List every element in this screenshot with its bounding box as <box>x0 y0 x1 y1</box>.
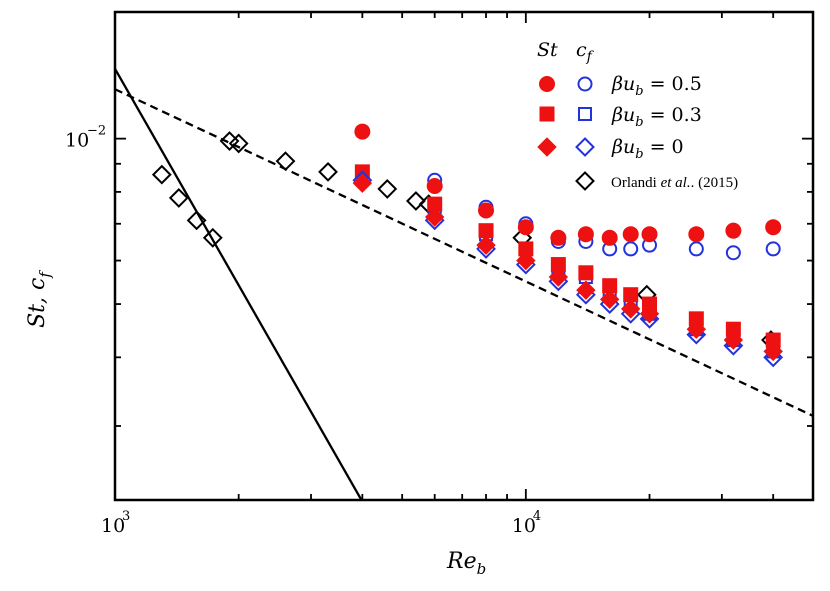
legend-entry-symbol: βu <box>611 136 635 158</box>
legend-entry-beta-0.3: βub = 0.3 <box>611 104 702 130</box>
series-diamond-filled <box>352 173 783 362</box>
data-point <box>354 123 371 140</box>
y-axis-label: St, cf <box>25 270 54 328</box>
solid-fit-line <box>115 68 363 500</box>
x-tick-label-exponent: 3 <box>122 509 130 524</box>
legend-header-st: St <box>537 39 558 61</box>
dashed-fit-line <box>115 88 813 417</box>
legend-entry-beta-0: βub = 0 <box>611 136 684 162</box>
plot-frame <box>113 10 815 502</box>
legend-entry-beta-0.5: βub = 0.5 <box>611 73 702 99</box>
legend-header-cf: cf <box>576 39 595 65</box>
legend-entry-orlandi: Orlandi et al.. (2015) <box>611 175 738 191</box>
x-axis-label-base: Re <box>446 549 477 574</box>
data-point <box>578 265 594 281</box>
legend-marker-st <box>537 137 557 157</box>
data-point <box>599 289 620 310</box>
series-circle-open <box>354 124 781 261</box>
series-circle-filled <box>354 123 782 246</box>
data-point <box>623 241 639 257</box>
data-point <box>228 133 249 154</box>
data-point <box>426 178 443 195</box>
legend-marker-st <box>539 76 555 92</box>
y-axis-label-sub: f <box>36 270 54 279</box>
data-point <box>202 227 223 248</box>
data-point <box>641 226 658 243</box>
legend-marker-cf <box>578 107 592 121</box>
series-diamond-open <box>352 170 784 368</box>
plot-area <box>115 68 813 500</box>
legend-entry-value: = 0.5 <box>644 73 702 95</box>
data-point <box>476 235 496 255</box>
data-point <box>686 319 707 339</box>
series-square-filled <box>354 164 781 348</box>
data-point <box>405 191 426 211</box>
series-diamond-open <box>151 131 781 350</box>
data-point <box>725 245 741 261</box>
data-point <box>168 188 189 208</box>
data-point <box>318 161 338 182</box>
legend-marker-orlandi <box>575 171 595 191</box>
data-point <box>550 229 567 246</box>
legend: St cf βub = 0.5 βub = 0.3 βub = 0 Orland… <box>537 39 738 191</box>
x-axis-label: Reb <box>446 549 486 578</box>
data-point <box>622 226 639 243</box>
data-point <box>765 219 782 236</box>
y-axis-label-base: St, c <box>25 278 50 328</box>
data-point <box>517 219 534 236</box>
data-point <box>151 164 172 185</box>
x-axis-label-sub: b <box>477 560 487 578</box>
data-point <box>577 226 594 243</box>
legend-entry-subscript: b <box>635 115 643 130</box>
data-point <box>548 267 569 287</box>
data-point <box>688 241 704 257</box>
data-point <box>765 241 781 257</box>
y-tick-label-exponent: −2 <box>87 124 106 139</box>
x-tick-label-exponent: 4 <box>533 509 541 524</box>
data-point <box>723 330 744 350</box>
legend-orlandi-prefix: Orlandi <box>611 175 661 191</box>
x-tick-label: 10 <box>512 515 536 537</box>
legend-marker-st <box>539 106 555 122</box>
data-point <box>424 207 445 227</box>
legend-orlandi-etal: et al. <box>661 175 691 191</box>
legend-orlandi-suffix: . (2015) <box>691 175 739 191</box>
data-point <box>688 226 705 243</box>
legend-entry-subscript: b <box>635 84 643 99</box>
legend-marker-cf <box>577 76 593 92</box>
data-point <box>186 210 207 231</box>
data-point <box>275 151 296 172</box>
data-point <box>601 229 618 246</box>
legend-markers <box>537 76 595 191</box>
data-point <box>576 280 596 300</box>
legend-entry-value: = 0 <box>644 136 684 158</box>
y-tick-label: 10 <box>65 130 89 152</box>
axis-ticks <box>114 12 814 500</box>
data-point <box>478 202 495 219</box>
legend-header-cf-sub: f <box>586 49 595 65</box>
data-point <box>621 299 641 319</box>
series-square-open <box>355 164 781 359</box>
data-point <box>377 179 398 199</box>
data-point <box>725 222 742 239</box>
legend-header-cf-base: c <box>576 39 587 61</box>
legend-entry-symbol: βu <box>611 73 635 95</box>
legend-entry-symbol: βu <box>611 104 635 126</box>
legend-entry-subscript: b <box>635 147 643 162</box>
data-point <box>352 173 373 193</box>
legend-entry-value: = 0.3 <box>644 104 702 126</box>
data-point <box>763 341 783 362</box>
x-tick-label: 10 <box>101 515 125 537</box>
data-point <box>516 250 536 271</box>
legend-marker-cf <box>575 137 595 157</box>
data-point <box>639 304 660 324</box>
